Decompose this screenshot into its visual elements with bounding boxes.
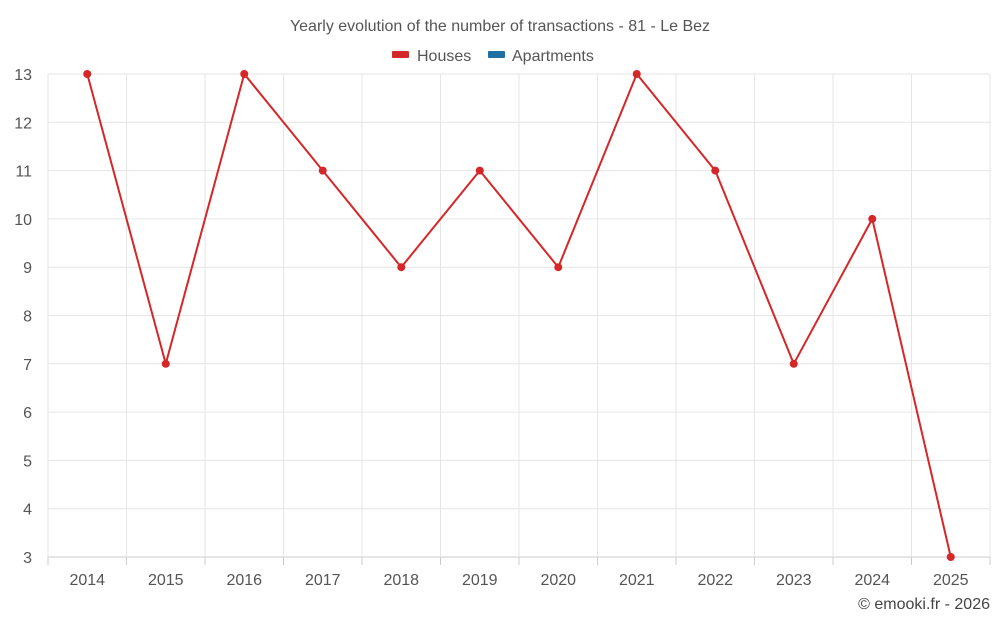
y-tick-label: 9	[23, 260, 32, 277]
x-tick-label: 2025	[933, 572, 969, 589]
credit-text[interactable]: © emooki.fr - 2026	[858, 596, 990, 613]
x-tick-label: 2023	[776, 572, 812, 589]
x-tick-label: 2020	[540, 572, 576, 589]
data-point-houses-2025[interactable]	[946, 553, 955, 561]
y-tick-label: 3	[23, 550, 32, 567]
legend[interactable]: Houses Apartments	[392, 48, 594, 65]
series-line-houses	[86, 73, 952, 558]
data-point-houses-2023[interactable]	[789, 359, 798, 368]
data-point-houses-2018[interactable]	[397, 263, 406, 272]
legend-item-houses[interactable]: Houses	[392, 48, 471, 65]
x-tick-label: 2024	[854, 572, 890, 589]
y-tick-label: 7	[23, 357, 32, 374]
x-tick-label: 2016	[226, 572, 262, 589]
plot-area	[83, 70, 955, 561]
y-tick-label: 11	[15, 164, 32, 181]
y-tick-label: 10	[14, 212, 32, 229]
y-tick-label: 8	[23, 309, 32, 326]
x-tick-label: 2017	[305, 572, 341, 589]
data-point-houses-2020[interactable]	[554, 263, 563, 272]
data-point-houses-2014[interactable]	[83, 70, 92, 78]
data-point-houses-2019[interactable]	[475, 166, 484, 175]
legend-item-apartments[interactable]: Apartments	[488, 48, 594, 65]
y-tick-label: 5	[23, 453, 32, 470]
data-point-houses-2015[interactable]	[161, 359, 170, 368]
x-axis: 2014 2015 2016 2017 2018 2019 2020 2021 2022 2023…	[47, 557, 991, 589]
x-tick-label: 2015	[148, 572, 184, 589]
legend-swatch-houses	[392, 51, 409, 58]
x-tick-label: 2014	[69, 572, 105, 589]
y-tick-label: 13	[14, 67, 32, 84]
y-tick-label: 6	[23, 405, 32, 422]
y-axis: 3 4 5 6 7 8 9 10 11 12 13	[14, 67, 32, 567]
x-tick-label: 2018	[383, 572, 419, 589]
data-point-houses-2024[interactable]	[868, 214, 877, 223]
x-tick-label: 2022	[697, 572, 733, 589]
legend-label-apartments: Apartments	[512, 48, 594, 65]
y-tick-label: 12	[14, 115, 32, 132]
x-tick-label: 2021	[619, 572, 655, 589]
data-point-houses-2016[interactable]	[240, 70, 249, 78]
chart-title: Yearly evolution of the number of transa…	[290, 18, 710, 35]
data-point-houses-2017[interactable]	[318, 166, 327, 175]
data-point-houses-2022[interactable]	[711, 166, 720, 175]
legend-swatch-apartments	[488, 51, 505, 58]
data-point-houses-2021[interactable]	[632, 70, 641, 78]
y-tick-label: 4	[23, 502, 32, 519]
grid	[47, 73, 991, 558]
x-tick-label: 2019	[462, 572, 498, 589]
legend-label-houses: Houses	[417, 48, 471, 65]
